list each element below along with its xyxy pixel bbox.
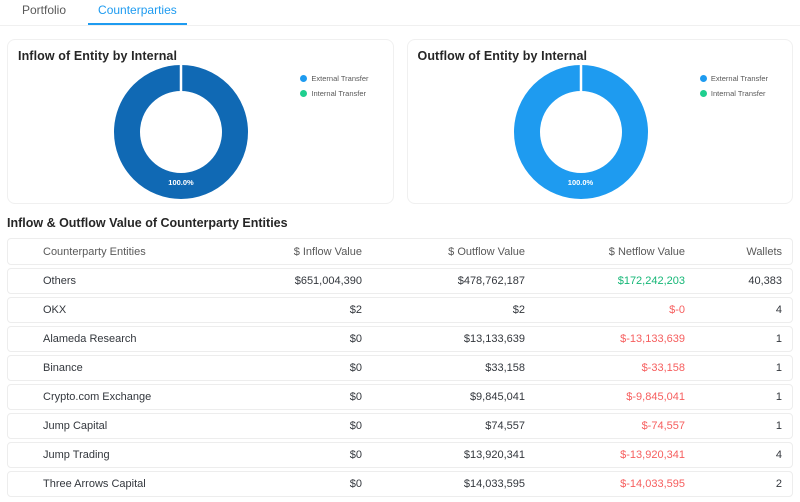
netflow-cell: $-13,920,341 [620, 449, 685, 461]
netflow-cell: $-13,133,639 [620, 333, 685, 345]
internal-transfer-dot-icon [300, 90, 308, 97]
outflow-chart-title: Outflow of Entity by Internal [417, 49, 588, 63]
legend-item-internal-transfer[interactable]: Internal Transfer [699, 86, 768, 101]
outflow-legend: External Transfer Internal Transfer [699, 71, 768, 101]
table-row[interactable]: Jump Trading $0 $13,920,341 $-13,920,341… [7, 442, 793, 468]
inflow-donut-ring [114, 65, 248, 199]
outflow-slice-label: 100.0% [567, 178, 594, 187]
column-header-outflow: $ Outflow Value [448, 245, 525, 258]
entity-cell: Binance [43, 362, 83, 374]
table-row[interactable]: Crypto.com Exchange $0 $9,845,041 $-9,84… [7, 384, 793, 410]
column-header-wallets: Wallets [746, 245, 782, 258]
wallets-cell: 40,383 [748, 275, 782, 287]
inflow-chart-title: Inflow of Entity by Internal [18, 49, 178, 63]
legend-label: Internal Transfer [710, 89, 766, 98]
netflow-cell: $172,242,203 [617, 275, 685, 287]
table-row[interactable]: Binance $0 $33,158 $-33,158 1 [7, 355, 793, 381]
inflow-cell: $0 [349, 391, 362, 403]
entity-cell: Crypto.com Exchange [43, 391, 152, 403]
netflow-cell: $-74,557 [641, 420, 685, 432]
outflow-cell: $2 [512, 304, 525, 316]
inflow-cell: $0 [349, 420, 362, 432]
entity-cell: OKX [43, 304, 67, 316]
inflow-donut-chart[interactable]: 100.0% [111, 63, 251, 201]
outflow-donut-svg [513, 63, 648, 199]
inflow-cell: $651,004,390 [294, 275, 362, 287]
table-header-row: Counterparty Entities $ Inflow Value $ O… [7, 238, 793, 265]
outflow-cell: $74,557 [485, 420, 525, 432]
charts-row: Inflow of Entity by Internal 100.0% Exte… [7, 39, 793, 204]
column-header-inflow: $ Inflow Value [293, 245, 362, 258]
wallets-cell: 4 [775, 304, 782, 316]
wallets-cell: 2 [775, 478, 782, 490]
entity-cell: Jump Capital [43, 420, 108, 432]
inflow-chart-card: Inflow of Entity by Internal 100.0% Exte… [7, 39, 394, 204]
entity-cell: Jump Trading [43, 449, 110, 461]
column-header-netflow: $ Netflow Value [608, 245, 685, 258]
wallets-cell: 1 [775, 391, 782, 403]
table-row[interactable]: OKX $2 $2 $-0 4 [7, 297, 793, 323]
inflow-legend: External Transfer Internal Transfer [300, 71, 369, 101]
inflow-cell: $0 [349, 333, 362, 345]
wallets-cell: 1 [775, 333, 782, 345]
external-transfer-dot-icon [699, 75, 707, 82]
legend-item-external-transfer[interactable]: External Transfer [300, 71, 369, 86]
outflow-chart-card: Outflow of Entity by Internal 100.0% Ext… [406, 39, 793, 204]
legend-item-internal-transfer[interactable]: Internal Transfer [300, 86, 368, 101]
outflow-cell: $13,920,341 [463, 449, 525, 461]
inflow-cell: $0 [349, 449, 362, 461]
inflow-cell: $0 [349, 478, 362, 490]
external-transfer-dot-icon [300, 75, 308, 82]
entity-cell: Others [43, 275, 77, 287]
counterparty-table: Counterparty Entities $ Inflow Value $ O… [7, 238, 793, 497]
legend-label: External Transfer [311, 74, 369, 83]
tab-counterparties[interactable]: Counterparties [88, 0, 187, 25]
column-header-entity: Counterparty Entities [43, 245, 146, 258]
table-row[interactable]: Others $651,004,390 $478,762,187 $172,24… [7, 268, 793, 294]
wallets-cell: 1 [775, 420, 782, 432]
legend-item-external-transfer[interactable]: External Transfer [699, 71, 768, 86]
netflow-cell: $-9,845,041 [626, 391, 685, 403]
wallets-cell: 4 [775, 449, 782, 461]
outflow-cell: $33,158 [485, 362, 525, 374]
table-row[interactable]: Three Arrows Capital $0 $14,033,595 $-14… [7, 471, 793, 497]
tab-bar: Portfolio Counterparties [0, 0, 800, 26]
netflow-cell: $-14,033,595 [620, 478, 685, 490]
outflow-chart-body: 100.0% External Transfer Internal Transf… [418, 63, 783, 201]
outflow-donut-chart[interactable]: 100.0% [511, 63, 651, 201]
legend-label: Internal Transfer [311, 89, 366, 98]
table-title: Inflow & Outflow Value of Counterparty E… [7, 216, 288, 230]
tab-portfolio[interactable]: Portfolio [22, 3, 67, 17]
inflow-chart-body: 100.0% External Transfer Internal Transf… [18, 63, 383, 201]
outflow-cell: $9,845,041 [469, 391, 525, 403]
inflow-cell: $2 [349, 304, 362, 316]
netflow-cell: $-0 [669, 304, 685, 316]
inflow-cell: $0 [349, 362, 362, 374]
netflow-cell: $-33,158 [641, 362, 685, 374]
table-row[interactable]: Jump Capital $0 $74,557 $-74,557 1 [7, 413, 793, 439]
internal-transfer-dot-icon [699, 90, 707, 97]
inflow-slice-label: 100.0% [168, 178, 194, 187]
outflow-cell: $13,133,639 [463, 333, 525, 345]
outflow-cell: $14,033,595 [463, 478, 525, 490]
inflow-donut-svg [114, 63, 248, 199]
outflow-donut-ring [513, 65, 648, 199]
legend-label: External Transfer [710, 74, 768, 83]
entity-cell: Three Arrows Capital [43, 478, 146, 490]
entity-cell: Alameda Research [43, 333, 137, 345]
outflow-cell: $478,762,187 [457, 275, 525, 287]
wallets-cell: 1 [775, 362, 782, 374]
table-row[interactable]: Alameda Research $0 $13,133,639 $-13,133… [7, 326, 793, 352]
